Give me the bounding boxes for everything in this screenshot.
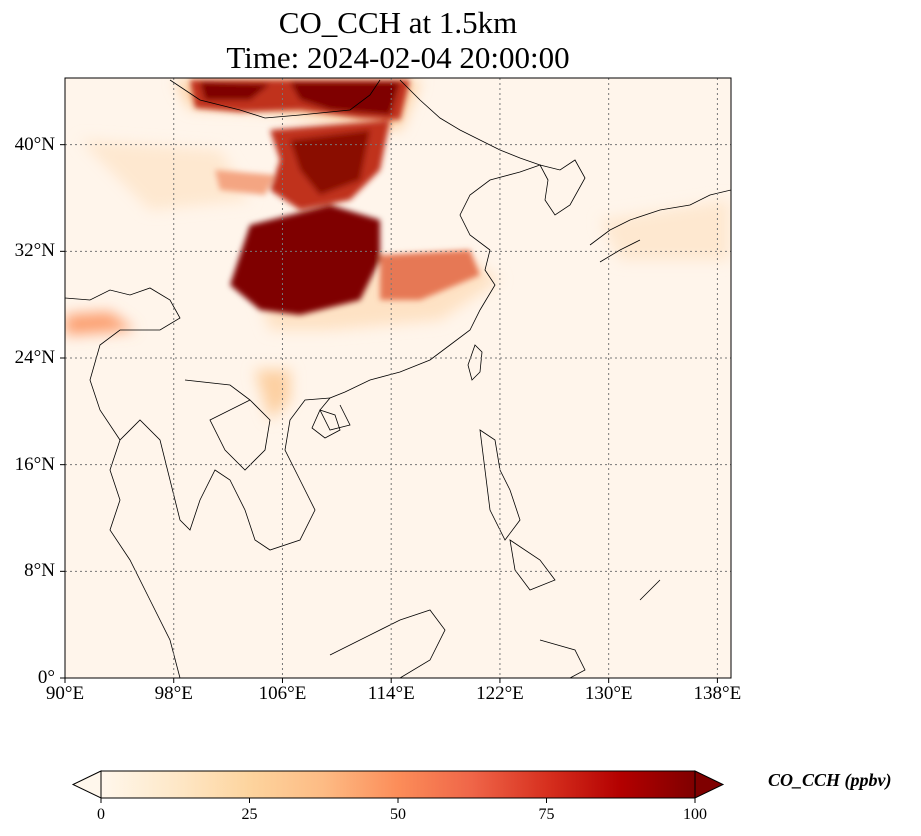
vietnam-plume <box>255 370 290 420</box>
mainland-borders <box>184 379 271 471</box>
lon-tick-label: 130°E <box>584 683 633 704</box>
colorbar-extend-max <box>694 770 725 799</box>
china-east-coast <box>399 79 542 251</box>
bengal-band <box>65 312 135 335</box>
sichuan-core <box>230 205 380 315</box>
coastlines <box>65 79 731 678</box>
qinghai-streak <box>215 170 275 195</box>
gridlines <box>65 78 731 678</box>
tibet-haze <box>80 140 250 210</box>
japan <box>589 189 731 263</box>
hainan <box>311 409 341 439</box>
colorbar-tick-label: 100 <box>683 806 707 823</box>
colorbar-label: CO_CCH (ppbv) <box>768 770 892 790</box>
mongolia-core-east <box>290 82 400 115</box>
lon-tick-label: 98°E <box>154 683 193 704</box>
lat-tick-label: 24°N <box>14 347 55 368</box>
south-asia-border <box>65 287 181 441</box>
map-time-subtitle: Time: 2024-02-04 20:00:00 <box>226 40 570 75</box>
japan-band <box>600 200 730 260</box>
yangtze-band <box>380 250 480 300</box>
colorbar-ticks <box>100 798 696 803</box>
lon-tick-label: 138°E <box>693 683 742 704</box>
map-title: CO_CCH at 1.5km <box>278 5 518 40</box>
concentration-field <box>65 80 730 420</box>
colorbar-gradient <box>101 771 695 798</box>
borneo-islands <box>329 579 661 678</box>
colorbar-tick-label: 0 <box>97 806 105 823</box>
core-plumes <box>190 80 480 315</box>
mongolia-border <box>169 79 381 119</box>
colorbar-tick-label: 75 <box>538 806 555 823</box>
indochina-coast <box>109 397 331 678</box>
philippines <box>479 429 556 591</box>
korea <box>539 159 586 216</box>
colorbar-tick-label: 25 <box>241 806 258 823</box>
lat-tick-label: 0° <box>37 667 55 688</box>
lat-tick-label: 8°N <box>24 560 55 582</box>
map-frame <box>64 77 732 679</box>
lon-tick-label: 122°E <box>476 683 524 704</box>
china-south-coast <box>319 249 496 431</box>
mongolia-core-west <box>200 82 270 100</box>
colorbar-extend-min <box>71 770 102 799</box>
northern-core <box>290 130 370 195</box>
taiwan <box>467 344 483 381</box>
colorbar <box>71 770 725 803</box>
axis-ticks <box>60 144 718 683</box>
map-panel <box>65 78 731 678</box>
lat-tick-label: 40°N <box>14 133 55 155</box>
lon-tick-label: 114°E <box>367 683 415 704</box>
lon-tick-label: 90°E <box>45 683 85 704</box>
lon-tick-label: 106°E <box>258 683 307 704</box>
lat-tick-label: 16°N <box>14 453 55 475</box>
lat-tick-label: 32°N <box>14 240 55 262</box>
colorbar-tick-label: 50 <box>390 806 406 823</box>
